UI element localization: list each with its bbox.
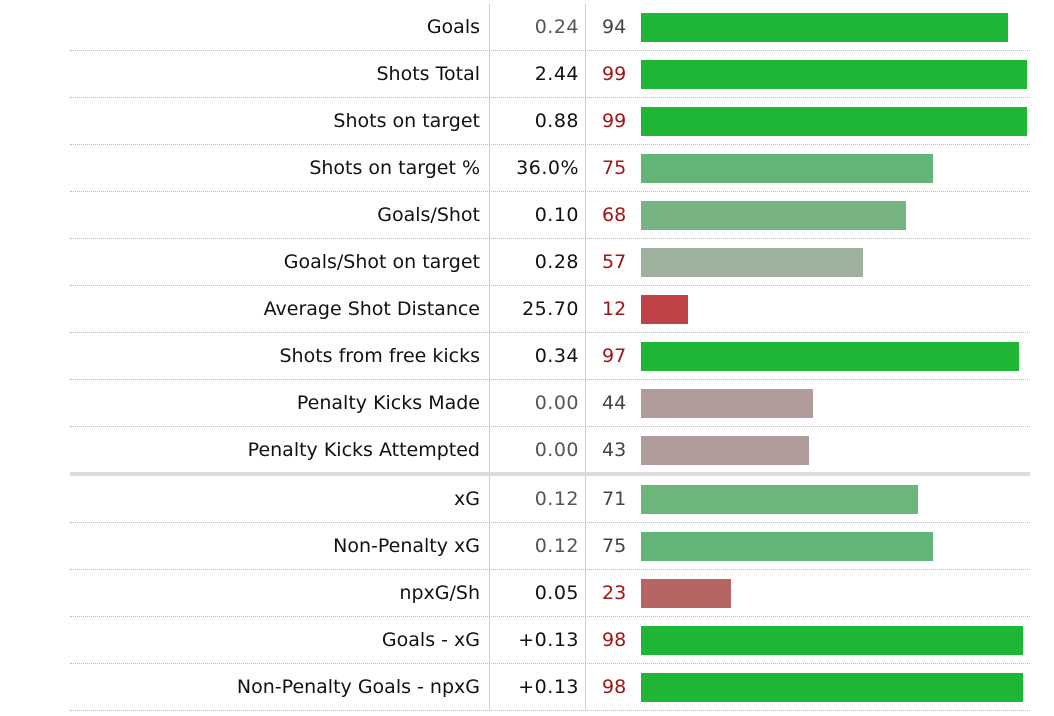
per90-value: 0.12 [534,535,579,557]
percentile-bar [641,485,918,514]
percentile-bar [641,13,1008,42]
per90-value: 0.12 [534,488,579,510]
column-divider-per90 [489,4,490,710]
stat-label: Average Shot Distance [263,298,480,320]
per90-value: 0.10 [534,204,579,226]
percentile-bar [641,579,731,608]
percentile-bar [641,295,688,324]
percentile-bar [641,626,1023,655]
percentile-bar [641,532,933,561]
percentile-value: 75 [602,157,627,179]
percentile-value: 75 [602,535,627,557]
percentile-value: 23 [602,582,627,604]
table-row: Non-Penalty xG 0.12 75 [70,523,1030,570]
table-row: Shots Total 2.44 99 [70,51,1030,98]
table-row: Goals - xG +0.13 98 [70,617,1030,664]
table-row: npxG/Sh 0.05 23 [70,570,1030,617]
per90-value: +0.13 [518,676,579,698]
percentile-value: 57 [602,251,627,273]
stat-label: Penalty Kicks Made [296,392,480,414]
table-row: Goals/Shot 0.10 68 [70,192,1030,239]
stat-label: Non-Penalty Goals - npxG [236,676,480,698]
per90-value: 0.24 [534,16,579,38]
table-row: xG 0.12 71 [70,476,1030,523]
percentile-bar [641,342,1019,371]
percentile-value: 12 [602,298,627,320]
stat-label: Goals/Shot on target [283,251,480,273]
percentile-table: Goals 0.24 94 Shots Total 2.44 99 Shots on tar… [70,4,1030,711]
percentile-value: 43 [602,438,627,461]
stat-label: Shots from free kicks [279,345,480,367]
table-row: Non-Penalty Goals - npxG +0.13 98 [70,664,1030,711]
percentile-bar [641,248,863,277]
percentile-value: 98 [602,629,627,651]
stat-label: Shots Total [376,63,481,85]
table-row: Average Shot Distance 25.70 12 [70,286,1030,333]
stat-label: Penalty Kicks Attempted [247,438,480,461]
table-row: Shots from free kicks 0.34 97 [70,333,1030,380]
percentile-value: 71 [602,488,627,510]
per90-value: 0.05 [534,582,579,604]
stat-label: Goals [426,16,480,38]
table-row: Goals/Shot on target 0.28 57 [70,239,1030,286]
table-row: Goals 0.24 94 [70,4,1030,51]
stat-label: xG [454,488,480,510]
percentile-bar [641,436,809,465]
percentile-bar [641,673,1023,702]
percentile-value: 44 [602,392,627,414]
percentile-bar [641,107,1027,136]
per90-value: 36.0% [516,157,579,179]
table-row: Shots on target % 36.0% 75 [70,145,1030,192]
column-divider-percentile [585,4,586,710]
per90-value: 0.34 [534,345,579,367]
per90-value: +0.13 [518,629,579,651]
table-row: Penalty Kicks Attempted 0.00 43 [70,427,1030,476]
stat-label: Shots on target % [309,157,480,179]
per90-value: 2.44 [534,63,579,85]
stat-label: npxG/Sh [399,582,480,604]
percentile-value: 98 [602,676,627,698]
stat-label: Goals/Shot [377,204,480,226]
percentile-bar [641,60,1027,89]
per90-value: 0.28 [534,251,579,273]
per90-value: 0.00 [534,438,579,461]
percentile-bar [641,201,906,230]
percentile-bar [641,389,813,418]
table-row: Shots on target 0.88 99 [70,98,1030,145]
percentile-value: 99 [602,110,627,132]
per90-value: 25.70 [522,298,579,320]
per90-value: 0.00 [534,392,579,414]
stat-label: Goals - xG [381,629,480,651]
stat-label: Non-Penalty xG [333,535,480,557]
percentile-value: 97 [602,345,627,367]
percentile-value: 94 [602,16,627,38]
percentile-value: 99 [602,63,627,85]
percentile-value: 68 [602,204,627,226]
table-row: Penalty Kicks Made 0.00 44 [70,380,1030,427]
stat-label: Shots on target [333,110,480,132]
percentile-bar [641,154,933,183]
per90-value: 0.88 [534,110,579,132]
